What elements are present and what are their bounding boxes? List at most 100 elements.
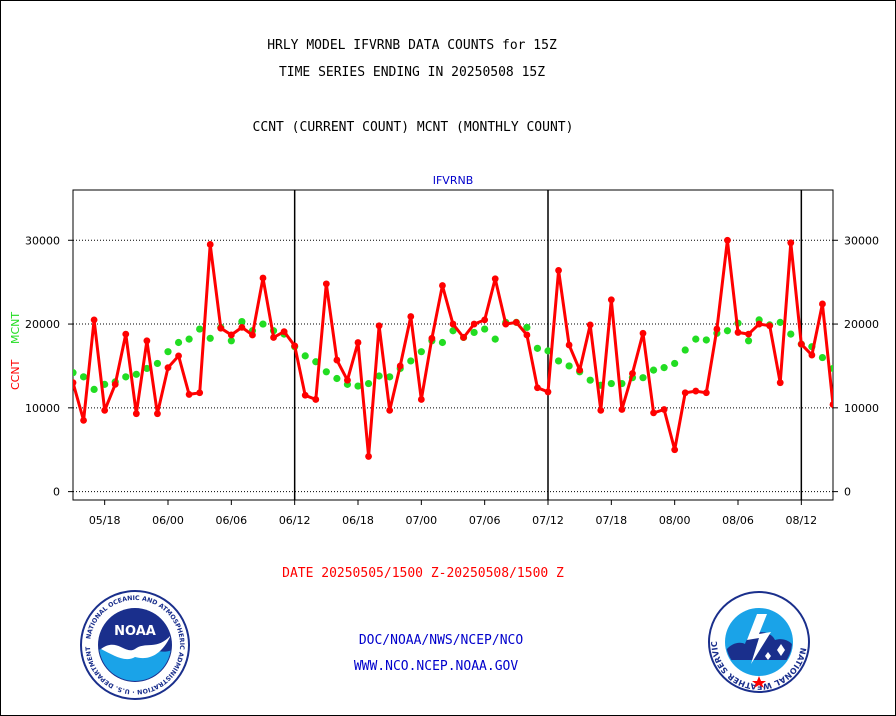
ccnt-point	[259, 274, 267, 282]
series-group	[73, 236, 833, 460]
ccnt-point	[586, 321, 594, 329]
mcnt-point	[259, 320, 267, 328]
mcnt-point	[544, 347, 552, 355]
ccnt-point	[734, 329, 742, 336]
ccnt-point	[101, 406, 109, 414]
mcnt-point	[174, 338, 183, 347]
mcnt-point	[723, 327, 732, 335]
ccnt-point	[766, 322, 774, 330]
ccnt-point	[755, 320, 763, 328]
ccnt-point	[143, 337, 151, 345]
ccnt-point	[671, 446, 679, 454]
org-path: DOC/NOAA/NWS/NCEP/NCO	[358, 633, 524, 648]
ccnt-point	[270, 334, 277, 341]
noaa-logo-text: NOAA	[114, 624, 156, 639]
x-tick-label: 06/00	[152, 514, 184, 527]
ccnt-point	[344, 376, 351, 384]
ccnt-point	[428, 334, 436, 342]
mcnt-point	[449, 327, 457, 335]
ccnt-point	[481, 316, 489, 324]
mcnt-point	[227, 337, 235, 345]
noaa-logo: NOAA NATIONAL OCEANIC AND ATMOSPHERIC AD…	[79, 589, 190, 700]
nws-logo: NATIONAL WEATHER SERVICE	[707, 590, 810, 693]
mcnt-point	[818, 353, 827, 362]
mcnt-point	[692, 335, 700, 343]
ccnt-point	[333, 356, 341, 364]
ccnt-point	[154, 410, 161, 418]
ccnt-point	[396, 362, 404, 370]
ccnt-point	[238, 324, 246, 331]
ccnt-point	[291, 342, 299, 350]
y-tick-label-left: 10000	[25, 402, 60, 415]
ccnt-point	[555, 267, 562, 274]
ccnt-point	[544, 388, 552, 396]
mcnt-point	[143, 364, 151, 373]
x-tick-label: 07/00	[405, 514, 437, 527]
y-axis-label-mcnt: MCNT	[9, 312, 22, 344]
mcnt-point	[386, 373, 394, 381]
ccnt-point	[639, 329, 647, 337]
mcnt-point	[744, 337, 753, 345]
ccnt-point	[470, 320, 478, 328]
ccnt-point	[629, 370, 636, 377]
mcnt-point	[523, 323, 531, 332]
x-tick-label: 08/00	[659, 514, 691, 527]
mcnt-point	[196, 325, 204, 333]
x-tick-label: 06/06	[215, 514, 247, 527]
ccnt-point	[491, 275, 499, 283]
mcnt-point	[185, 335, 193, 343]
mcnt-point	[586, 376, 594, 384]
mcnt-point	[132, 370, 140, 378]
mcnt-point	[470, 328, 478, 337]
y-tick-label-right: 0	[844, 486, 851, 499]
y-tick-label-left: 30000	[25, 234, 60, 247]
chart-title: IFVRNB	[433, 174, 474, 187]
header-line-2: TIME SERIES ENDING IN 20250508 15Z	[278, 65, 546, 80]
ccnt-point	[80, 417, 87, 424]
mcnt-point	[671, 359, 679, 368]
y-tick-label-right: 30000	[844, 234, 879, 247]
ccnt-point	[808, 351, 816, 359]
mcnt-point	[301, 352, 309, 360]
mcnt-point	[206, 334, 214, 342]
ccnt-point	[206, 241, 214, 248]
mcnt-point	[438, 338, 447, 347]
date-range: DATE 20250505/1500 Z-20250508/1500 Z	[282, 566, 564, 581]
mcnt-point	[90, 385, 98, 394]
ccnt-point	[681, 389, 689, 397]
ccnt-point	[460, 334, 467, 341]
ccnt-point	[713, 325, 721, 333]
y-tick-label-right: 20000	[844, 318, 879, 331]
ccnt-point	[90, 316, 98, 324]
ccnt-point	[122, 330, 130, 338]
x-tick-label: 07/12	[532, 514, 564, 527]
ccnt-point	[449, 320, 457, 328]
ccnt-point	[227, 331, 235, 339]
ccnt-point	[365, 453, 372, 460]
ccnt-point	[512, 318, 520, 326]
ccnt-point	[565, 341, 573, 349]
ccnt-point	[607, 296, 615, 304]
mcnt-point	[333, 374, 341, 383]
mcnt-point	[364, 379, 373, 388]
mcnt-point	[565, 362, 573, 370]
website-url: WWW.NCO.NCEP.NOAA.GOV	[353, 659, 519, 674]
mcnt-point	[153, 359, 162, 368]
mcnt-point	[787, 330, 795, 338]
ccnt-point	[702, 389, 710, 397]
ccnt-point	[312, 396, 320, 403]
ccnt-point	[787, 239, 795, 247]
ccnt-point	[724, 236, 731, 244]
ccnt-point	[745, 330, 752, 338]
plot-frame	[72, 189, 834, 501]
mcnt-point	[481, 325, 489, 333]
ccnt-point	[576, 366, 584, 374]
ccnt-point	[407, 313, 415, 320]
ccnt-point	[439, 282, 446, 289]
mcnt-point	[417, 348, 425, 356]
ccnt-point	[797, 340, 805, 348]
mcnt-point	[164, 348, 172, 356]
ccnt-point	[249, 331, 256, 339]
ccnt-point	[534, 384, 541, 392]
